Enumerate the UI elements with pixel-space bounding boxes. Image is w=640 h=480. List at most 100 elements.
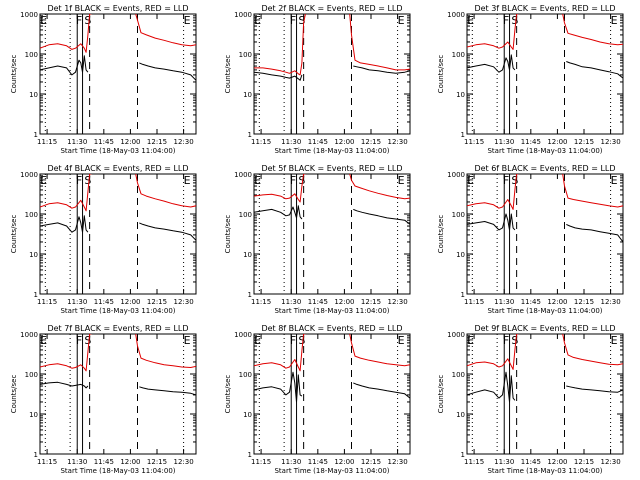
interval-marker-e: E xyxy=(398,14,405,27)
x-axis-label: Start Time (18-May-03 11:04:00) xyxy=(274,307,389,315)
y-axis-label: Counts/sec xyxy=(10,55,18,94)
y-tick-label: 1000 xyxy=(447,11,465,19)
y-tick-label: 100 xyxy=(452,211,465,219)
series-line-events xyxy=(566,223,623,243)
series-group xyxy=(40,334,196,396)
y-tick-label: 10 xyxy=(29,251,38,259)
series-line-events xyxy=(467,213,516,231)
plot-frame xyxy=(466,13,624,135)
y-tick-label: 100 xyxy=(25,211,38,219)
interval-marker-f: F xyxy=(76,174,82,187)
interval-marker-e: E xyxy=(611,334,618,347)
x-tick-label: 11:30 xyxy=(494,298,514,306)
series-line-lld xyxy=(135,14,196,47)
x-tick-label: 12:00 xyxy=(547,298,567,306)
series-line-lld xyxy=(40,174,92,212)
x-axis-label: Start Time (18-May-03 11:04:00) xyxy=(274,147,389,155)
series-line-events xyxy=(40,381,89,389)
y-tick-label: 1 xyxy=(461,451,465,459)
y-tick-label: 1000 xyxy=(20,11,38,19)
series-line-lld xyxy=(135,334,196,368)
x-tick-label: 11:15 xyxy=(37,458,57,466)
y-tick-label: 100 xyxy=(25,371,38,379)
x-tick-label: 11:30 xyxy=(494,138,514,146)
x-tick-label: 11:30 xyxy=(281,298,301,306)
interval-marker-s: S xyxy=(84,174,91,187)
interval-marker-e: E xyxy=(40,14,47,27)
interval-marker-s: S xyxy=(84,14,91,27)
x-tick-label: 12:30 xyxy=(387,298,407,306)
y-tick-label: 10 xyxy=(456,91,465,99)
plot-frame xyxy=(466,333,624,455)
x-tick-label: 11:15 xyxy=(464,458,484,466)
interval-marker-f: F xyxy=(76,334,82,347)
x-tick-label: 12:00 xyxy=(334,298,354,306)
series-line-events xyxy=(254,205,303,220)
x-tick-label: 11:45 xyxy=(308,138,328,146)
x-tick-label: 11:45 xyxy=(308,458,328,466)
panel-title: Det 8f BLACK = Events, RED = LLD xyxy=(261,324,402,333)
y-tick-label: 1 xyxy=(461,131,465,139)
interval-marker-e: E xyxy=(40,334,47,347)
interval-marker-e: E xyxy=(467,14,474,27)
y-tick-label: 1 xyxy=(34,291,38,299)
interval-marker-f: F xyxy=(503,174,509,187)
x-tick-label: 12:30 xyxy=(387,458,407,466)
x-axis-label: Start Time (18-May-03 11:04:00) xyxy=(487,147,602,155)
y-tick-label: 10 xyxy=(243,91,252,99)
x-tick-label: 11:30 xyxy=(281,138,301,146)
interval-marker-s: S xyxy=(511,14,518,27)
x-tick-label: 12:15 xyxy=(361,138,381,146)
x-tick-label: 12:15 xyxy=(147,458,167,466)
x-tick-label: 12:30 xyxy=(600,138,620,146)
x-tick-label: 12:15 xyxy=(147,298,167,306)
panel-title: Det 7f BLACK = Events, RED = LLD xyxy=(47,324,188,333)
interval-marker-e: E xyxy=(184,14,191,27)
plot-frame xyxy=(253,173,411,295)
x-tick-label: 12:15 xyxy=(574,138,594,146)
x-tick-label: 12:15 xyxy=(574,458,594,466)
plot-frame xyxy=(253,333,411,455)
y-tick-label: 10 xyxy=(456,251,465,259)
x-tick-label: 12:00 xyxy=(334,138,354,146)
x-tick-label: 12:30 xyxy=(387,138,407,146)
y-tick-label: 10 xyxy=(243,411,252,419)
series-line-lld xyxy=(467,334,519,370)
interval-marker-s: S xyxy=(298,334,305,347)
series-line-events xyxy=(566,61,623,79)
x-tick-label: 11:45 xyxy=(521,138,541,146)
x-tick-label: 12:00 xyxy=(547,458,567,466)
x-tick-label: 11:30 xyxy=(494,458,514,466)
interval-marker-e: E xyxy=(254,334,261,347)
series-group xyxy=(40,14,196,81)
interval-marker-e: E xyxy=(184,174,191,187)
plot-frame xyxy=(253,13,411,135)
series-line-events xyxy=(254,71,303,81)
series-line-lld xyxy=(135,174,196,208)
series-line-events xyxy=(467,54,516,73)
y-tick-label: 100 xyxy=(239,211,252,219)
series-line-lld xyxy=(349,334,410,367)
interval-marker-e: E xyxy=(40,174,47,187)
x-axis-label: Start Time (18-May-03 11:04:00) xyxy=(487,467,602,475)
interval-marker-e: E xyxy=(467,174,474,187)
x-tick-label: 11:45 xyxy=(521,298,541,306)
y-tick-label: 100 xyxy=(25,51,38,59)
interval-marker-s: S xyxy=(511,174,518,187)
interval-marker-f: F xyxy=(290,334,296,347)
series-line-events xyxy=(353,208,410,225)
x-tick-label: 11:30 xyxy=(281,458,301,466)
x-tick-label: 12:15 xyxy=(574,298,594,306)
series-group xyxy=(254,334,410,403)
y-tick-label: 1 xyxy=(248,451,252,459)
x-tick-label: 11:15 xyxy=(251,138,271,146)
x-axis-label: Start Time (18-May-03 11:04:00) xyxy=(274,467,389,475)
y-tick-label: 1 xyxy=(248,291,252,299)
x-tick-label: 12:00 xyxy=(120,298,140,306)
y-tick-label: 1000 xyxy=(447,171,465,179)
interval-marker-s: S xyxy=(298,174,305,187)
x-axis-label: Start Time (18-May-03 11:04:00) xyxy=(60,467,175,475)
